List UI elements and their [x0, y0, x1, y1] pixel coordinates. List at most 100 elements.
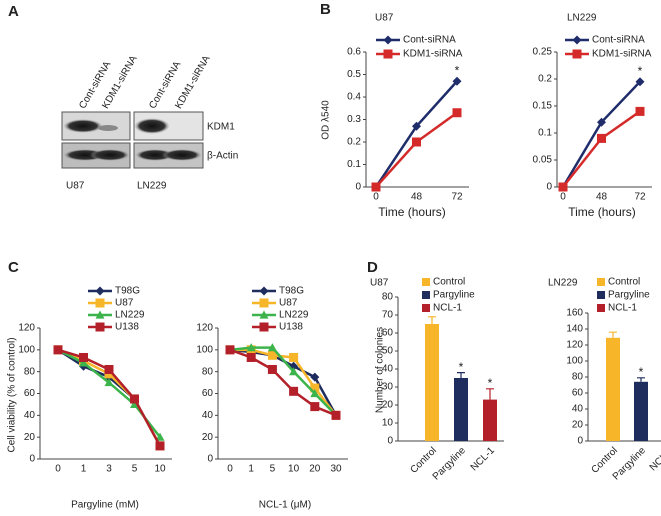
marker	[635, 106, 645, 116]
legend-marker	[572, 35, 582, 45]
x-tick-label: 3	[106, 464, 112, 475]
y-tick-label: 80	[382, 292, 394, 303]
error-bar	[428, 316, 436, 324]
bar	[454, 378, 468, 441]
x-tick-label: 72	[451, 192, 463, 203]
x-axis-label: Time (hours)	[378, 205, 446, 219]
legend-marker	[383, 49, 393, 59]
y-tick-label: 60	[572, 388, 584, 399]
panel-letter: B	[320, 1, 331, 18]
error-bar	[486, 388, 494, 400]
bar	[606, 337, 620, 441]
legend-label: LN229	[115, 310, 145, 321]
legend-swatch	[597, 278, 605, 286]
y-tick-label: 0	[546, 182, 552, 193]
legend-label: KDM1-siRNA	[592, 49, 652, 60]
x-axis-label: NCL-1 (μM)	[259, 500, 311, 511]
panel-letter: A	[8, 3, 19, 20]
blot-band	[162, 149, 202, 161]
x-tick-label: 0	[227, 464, 233, 475]
marker	[452, 76, 462, 86]
y-tick-label: 0.5	[347, 69, 361, 80]
y-tick-label: 140	[566, 324, 583, 335]
x-tick-label: NCL-1	[469, 445, 498, 474]
y-tick-label: 30	[382, 382, 394, 393]
bar	[425, 324, 439, 441]
legend-label: KDM1-siRNA	[403, 49, 463, 60]
marker	[225, 345, 235, 355]
error-bar	[457, 372, 465, 378]
annotation: *	[459, 360, 464, 374]
cell-line-label: LN229	[137, 181, 167, 192]
y-tick-label: 80	[202, 366, 214, 377]
series-line	[57, 348, 162, 447]
x-tick-label: 10	[288, 464, 300, 475]
band-label: KDM1	[207, 122, 235, 133]
x-tick-label: 1	[248, 464, 254, 475]
y-tick-label: 0.6	[347, 47, 361, 58]
y-tick-label: 0.05	[533, 155, 553, 166]
chart-title: LN229	[567, 13, 597, 24]
panel-letter: D	[367, 259, 378, 276]
y-tick-label: 0.3	[347, 114, 361, 125]
annotation: *	[638, 64, 643, 78]
legend-label: U87	[115, 298, 134, 309]
y-tick-label: 0.2	[538, 74, 552, 85]
y-tick-label: 0	[387, 436, 393, 447]
y-tick-label: 100	[566, 356, 583, 367]
x-tick-label: NCL-1	[648, 445, 661, 474]
x-tick-label: 0	[55, 464, 61, 475]
blot-band	[63, 119, 103, 133]
y-tick-label: 60	[202, 388, 214, 399]
marker	[412, 121, 421, 131]
y-tick-label: 20	[382, 400, 394, 411]
legend-marker	[383, 35, 393, 45]
legend-label: Cont-siRNA	[592, 35, 645, 46]
series-line	[374, 80, 458, 188]
legend-marker	[259, 298, 269, 308]
legend-marker	[259, 286, 269, 296]
marker	[130, 394, 139, 404]
y-tick-label: 0.25	[533, 47, 553, 58]
legend-label: T98G	[279, 286, 304, 297]
legend-marker	[95, 286, 105, 296]
y-tick-label: 0.4	[347, 92, 361, 103]
marker	[452, 108, 462, 118]
annotation: *	[488, 376, 493, 390]
y-tick-label: 120	[18, 323, 35, 334]
x-tick-label: 10	[154, 464, 166, 475]
y-tick-label: 80	[572, 372, 584, 383]
legend-marker	[95, 298, 105, 308]
marker	[310, 389, 320, 398]
marker	[130, 399, 139, 409]
y-tick-label: 100	[18, 344, 35, 355]
annotation: *	[639, 365, 644, 379]
chart-title: U87	[375, 13, 394, 24]
y-tick-label: 0	[355, 182, 361, 193]
y-tick-label: 0	[577, 436, 583, 447]
lane-label: KDM1-siRNA	[173, 54, 212, 111]
y-tick-label: 0.2	[347, 137, 361, 148]
y-tick-label: 20	[24, 432, 36, 443]
marker	[53, 345, 63, 355]
y-axis-label: Cell viability (% of control)	[7, 337, 18, 452]
y-tick-label: 0	[29, 454, 35, 465]
marker	[155, 441, 165, 451]
x-tick-label: 48	[411, 192, 423, 203]
legend-marker	[259, 322, 269, 332]
marker	[246, 343, 256, 352]
x-axis-label: Time (hours)	[568, 205, 636, 219]
marker	[558, 182, 568, 192]
x-axis-label: Pargyline (mM)	[71, 500, 139, 511]
x-tick-label: 1	[81, 464, 87, 475]
marker	[267, 364, 277, 374]
y-tick-label: 100	[196, 344, 213, 355]
marker	[246, 352, 256, 362]
marker	[289, 386, 299, 396]
marker	[635, 77, 645, 87]
series-line	[57, 348, 162, 447]
annotation: *	[455, 63, 460, 77]
blot-band	[134, 118, 170, 134]
legend-label: NCL-1	[433, 303, 462, 314]
marker	[289, 352, 299, 362]
